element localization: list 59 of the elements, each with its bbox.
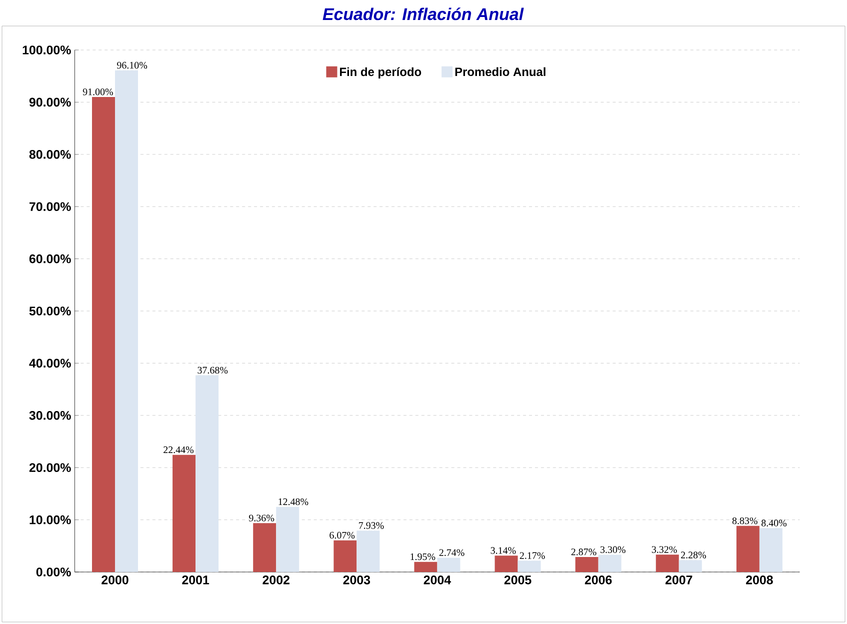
bar xyxy=(678,560,702,572)
bar xyxy=(518,560,541,572)
data-label: 22.44% xyxy=(164,446,194,454)
x-tick-label: 2004 xyxy=(424,576,451,584)
data-label: 96.10% xyxy=(117,62,148,69)
y-tick-label: 40.00% xyxy=(29,358,71,368)
data-label: 3.14% xyxy=(490,547,516,554)
bar xyxy=(172,454,196,572)
bar xyxy=(115,70,138,572)
bar xyxy=(759,528,782,572)
data-label: 2.87% xyxy=(571,548,596,556)
data-label: 9.36% xyxy=(249,514,274,522)
data-label: 12.48% xyxy=(278,498,308,506)
x-tick-label: 2001 xyxy=(182,576,210,584)
bar xyxy=(494,556,518,572)
data-label: 2.74% xyxy=(439,549,464,556)
y-tick-label: 100.00% xyxy=(22,46,71,54)
data-label: 1.95% xyxy=(410,553,436,560)
x-tick-label: 2000 xyxy=(102,576,128,584)
y-tick-label: 10.00% xyxy=(30,515,71,524)
bar xyxy=(196,375,219,572)
y-tick-label: 60.00% xyxy=(29,254,71,264)
y-tick-label: 80.00% xyxy=(29,150,71,159)
chart-title: Ecuador: Inflación Anual xyxy=(322,8,524,20)
bar xyxy=(334,540,357,572)
data-label: 3.32% xyxy=(652,546,677,553)
bar xyxy=(414,562,438,572)
data-label: 6.07% xyxy=(330,532,355,539)
data-label: 37.68% xyxy=(198,366,228,374)
x-tick-label: 2006 xyxy=(584,576,612,584)
y-tick-label: 20.00% xyxy=(29,463,71,472)
bar xyxy=(92,96,115,572)
data-label: 7.93% xyxy=(359,522,384,529)
y-tick-label: 30.00% xyxy=(29,410,71,420)
bar xyxy=(736,526,760,572)
bar xyxy=(356,530,380,572)
data-label: 3.30% xyxy=(600,546,626,554)
y-tick-label: 0.00% xyxy=(36,568,71,576)
bar xyxy=(276,506,300,572)
data-label: 8.83% xyxy=(732,517,758,524)
data-label: 2.17% xyxy=(520,552,545,559)
legend-label: Promedio Anual xyxy=(455,67,546,76)
y-tick-label: 70.00% xyxy=(29,202,71,212)
x-tick-label: 2007 xyxy=(665,576,692,584)
x-tick-label: 2003 xyxy=(343,576,370,584)
bar xyxy=(437,558,460,572)
x-tick-label: 2005 xyxy=(504,576,532,584)
bar xyxy=(575,557,598,572)
bar xyxy=(656,554,679,572)
bar xyxy=(598,554,622,572)
data-label: 8.40% xyxy=(762,520,787,526)
data-label: 91.00% xyxy=(82,88,113,96)
bar xyxy=(253,523,276,572)
x-tick-label: 2002 xyxy=(262,576,290,584)
y-tick-label: 50.00% xyxy=(29,306,71,316)
legend-label: Fin de período xyxy=(340,67,422,78)
x-tick-label: 2008 xyxy=(746,576,773,584)
data-label: 2.28% xyxy=(681,552,706,558)
y-tick-label: 90.00% xyxy=(29,98,71,107)
